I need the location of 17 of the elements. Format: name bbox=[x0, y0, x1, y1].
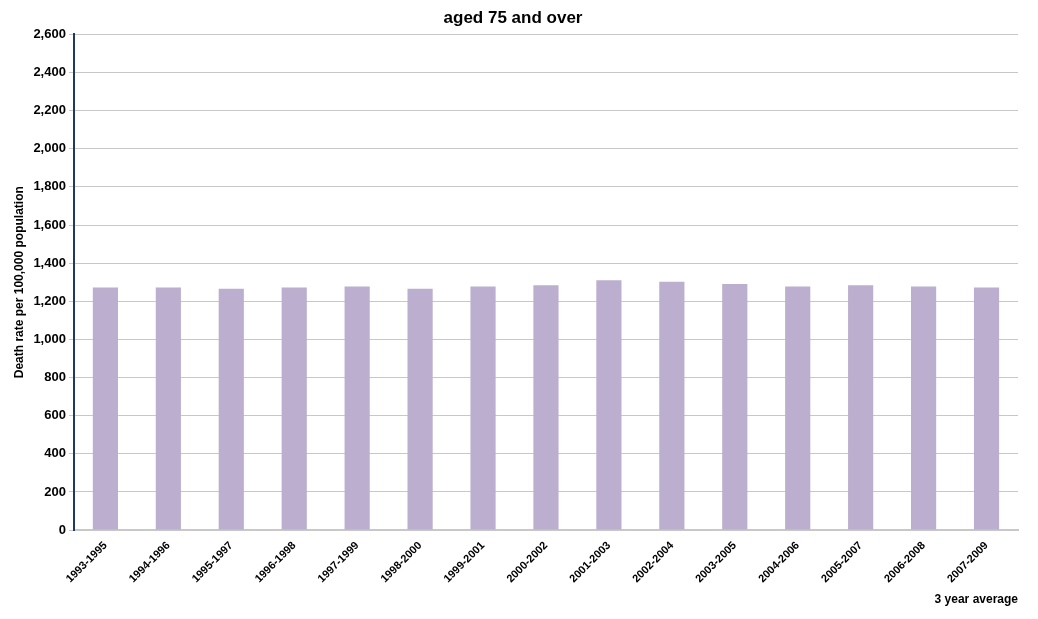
chart-title: aged 75 and over bbox=[443, 7, 583, 27]
y-tick-label: 0 bbox=[58, 521, 66, 537]
y-tick-label: 600 bbox=[44, 407, 66, 423]
y-tick-label: 2,600 bbox=[33, 25, 66, 41]
y-tick-label: 2,200 bbox=[33, 102, 66, 118]
x-axis-title: 3 year average bbox=[934, 592, 1019, 607]
y-tick-label: 1,200 bbox=[33, 292, 66, 308]
y-tick-label: 2,400 bbox=[33, 64, 66, 80]
y-tick-label: 400 bbox=[44, 445, 66, 461]
y-tick-label: 2,000 bbox=[33, 140, 66, 156]
y-tick-label: 1,000 bbox=[33, 331, 66, 347]
y-tick-label: 800 bbox=[44, 369, 66, 385]
y-tick-label: 1,800 bbox=[33, 178, 66, 194]
y-tick-label: 200 bbox=[44, 483, 66, 499]
y-tick-label: 1,600 bbox=[33, 216, 66, 232]
y-tick-label: 1,400 bbox=[33, 254, 66, 270]
y-axis-title: Death rate per 100,000 population bbox=[11, 186, 26, 379]
